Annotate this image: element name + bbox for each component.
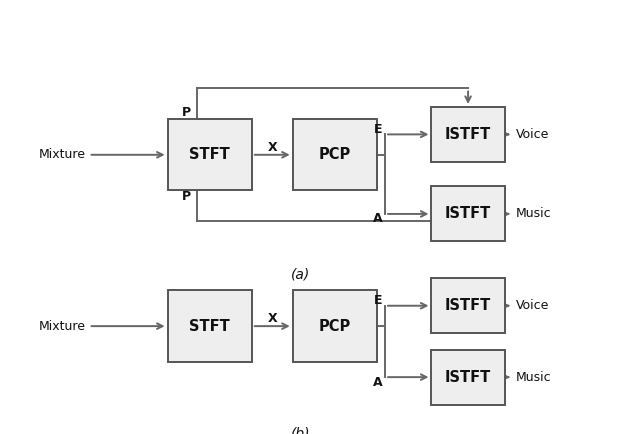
Bar [431, 350, 505, 404]
Text: E: E [374, 123, 383, 136]
Text: PCP: PCP [319, 319, 351, 334]
Text: P: P [181, 106, 191, 119]
Text: P: P [181, 190, 191, 203]
Text: ISTFT: ISTFT [445, 298, 492, 313]
Text: Music: Music [516, 207, 551, 220]
Text: (b): (b) [291, 426, 310, 434]
Text: X: X [268, 312, 277, 326]
Bar [431, 107, 505, 162]
Text: (a): (a) [291, 267, 310, 281]
Text: STFT: STFT [189, 319, 230, 334]
Bar [292, 290, 377, 362]
Text: PCP: PCP [319, 147, 351, 162]
Text: E: E [374, 294, 383, 307]
Text: ISTFT: ISTFT [445, 127, 492, 142]
Bar [431, 278, 505, 333]
Text: STFT: STFT [189, 147, 230, 162]
Bar [292, 119, 377, 191]
Text: ISTFT: ISTFT [445, 207, 492, 221]
Text: Voice: Voice [516, 299, 549, 312]
Text: Mixture: Mixture [39, 319, 86, 332]
Text: Mixture: Mixture [39, 148, 86, 161]
Bar [168, 290, 252, 362]
Text: Voice: Voice [516, 128, 549, 141]
Text: Music: Music [516, 371, 551, 384]
Text: A: A [372, 375, 383, 388]
Bar [431, 187, 505, 241]
Text: ISTFT: ISTFT [445, 370, 492, 385]
Bar [168, 119, 252, 191]
Text: A: A [372, 212, 383, 225]
Text: X: X [268, 141, 277, 154]
